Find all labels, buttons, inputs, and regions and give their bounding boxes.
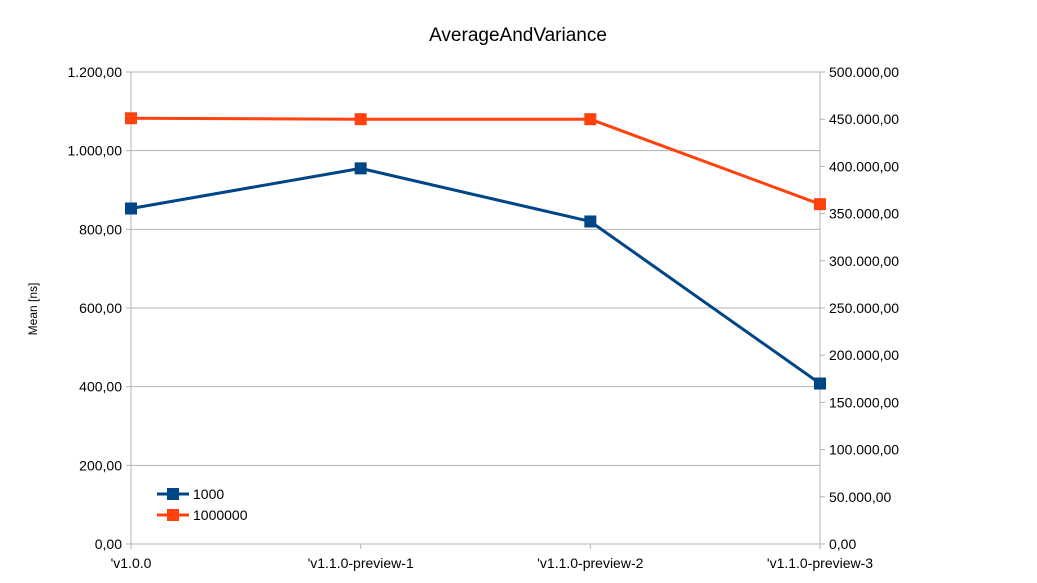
left-tick-label: 1.000,00 xyxy=(68,143,123,159)
chart-title: AverageAndVariance xyxy=(429,25,607,46)
data-point xyxy=(354,113,367,126)
right-tick-label: 50.000,00 xyxy=(829,489,891,505)
legend-swatch-marker xyxy=(167,509,179,521)
left-tick-label: 200,00 xyxy=(79,457,122,473)
legend-item: 1000 xyxy=(157,486,224,502)
x-axis-ticks: 'v1.0.0 'v1.1.0-preview-1 'v1.1.0-preview-… xyxy=(111,544,873,571)
left-tick-label: 600,00 xyxy=(79,300,122,316)
series-line xyxy=(130,116,821,206)
series-1000000 xyxy=(125,112,826,211)
left-tick-label: 400,00 xyxy=(79,379,122,395)
data-point xyxy=(814,377,826,390)
right-tick-label: 350.000,00 xyxy=(829,206,899,222)
data-point xyxy=(584,113,597,126)
left-tick-label: 800,00 xyxy=(79,221,122,237)
right-tick-label: 100.000,00 xyxy=(829,442,899,458)
data-point xyxy=(814,198,826,211)
left-axis-ticks: 0,00 200,00 400,00 600,00 800,00 1.000,00 1.20… xyxy=(68,64,131,552)
left-tick-label: 0,00 xyxy=(95,536,122,552)
legend-swatch-marker xyxy=(167,488,179,500)
x-tick-label: 'v1.1.0-preview-3 xyxy=(767,555,873,571)
legend-item: 1000000 xyxy=(157,507,248,523)
legend: 1000 1000000 xyxy=(157,486,248,523)
legend-label: 1000 xyxy=(193,486,224,502)
right-tick-label: 300.000,00 xyxy=(829,253,899,269)
right-tick-label: 500.000,00 xyxy=(829,64,899,80)
series-layer xyxy=(125,112,826,390)
right-tick-label: 400.000,00 xyxy=(829,158,899,174)
left-tick-label: 1.200,00 xyxy=(68,64,123,80)
legend-label: 1000000 xyxy=(193,507,248,523)
right-tick-label: 450.000,00 xyxy=(829,111,899,127)
gridlines xyxy=(131,71,820,545)
series-1000 xyxy=(125,162,826,390)
data-point xyxy=(125,112,137,125)
right-tick-label: 250.000,00 xyxy=(829,300,899,316)
right-tick-label: 200.000,00 xyxy=(829,347,899,363)
y-axis-title: Mean [ns] xyxy=(26,283,40,336)
right-tick-label: 0,00 xyxy=(829,536,856,552)
data-point xyxy=(354,162,367,175)
x-tick-label: 'v1.1.0-preview-1 xyxy=(308,555,414,571)
data-point xyxy=(584,215,597,228)
right-tick-label: 150.000,00 xyxy=(829,394,899,410)
data-point xyxy=(125,202,137,215)
x-tick-label: 'v1.0.0 xyxy=(111,555,152,571)
x-tick-label: 'v1.1.0-preview-2 xyxy=(537,555,643,571)
right-axis-ticks: 0,00 50.000,00 100.000,00 150.000,00 200.000… xyxy=(820,64,899,552)
series-line xyxy=(130,166,821,385)
